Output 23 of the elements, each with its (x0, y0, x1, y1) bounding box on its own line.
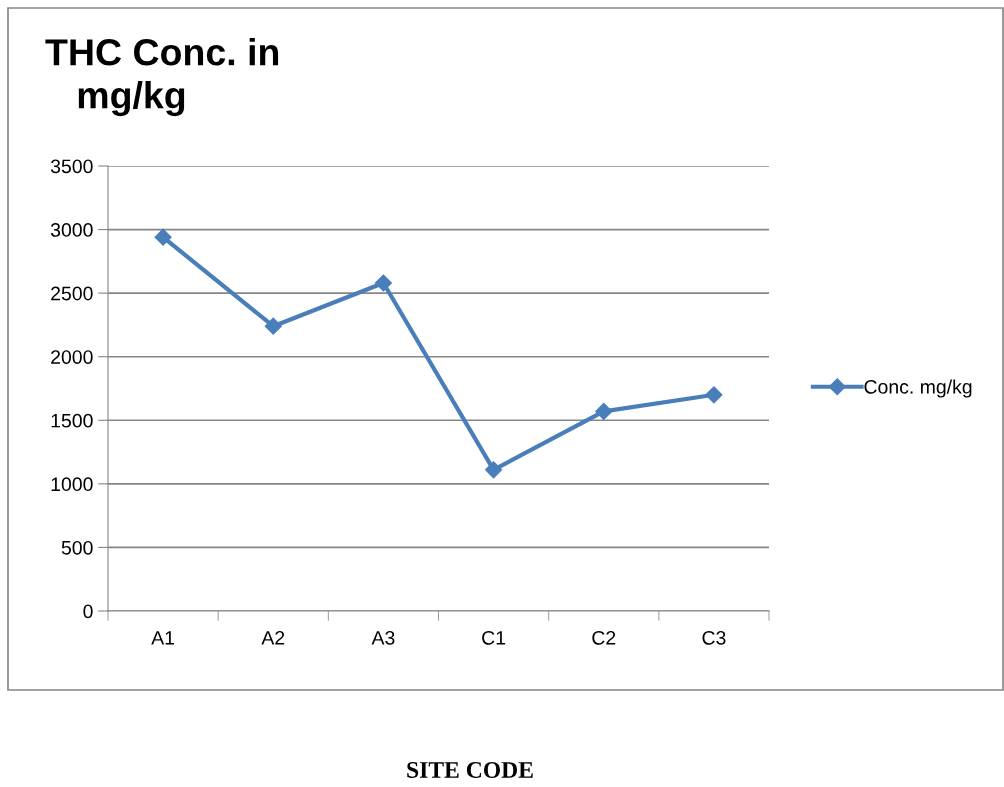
y-tick-label: 2000 (51, 350, 93, 364)
x-tick-label: A2 (261, 630, 285, 645)
point (154, 228, 172, 246)
x-tick-label: C2 (592, 630, 616, 645)
point (374, 274, 392, 292)
point (595, 402, 613, 420)
point (264, 317, 282, 335)
y-tick-label: 3000 (50, 223, 93, 237)
point (705, 386, 723, 404)
point (485, 461, 503, 479)
y-tick-label: 0 (83, 604, 93, 619)
y-tick-label: 2500 (51, 286, 93, 301)
y-tick-label: 3500 (50, 159, 93, 174)
y-tick-label: 1000 (51, 477, 93, 492)
legend-label: Conc. mg/kg (864, 379, 972, 398)
x-tick-label: C1 (482, 630, 506, 645)
x-tick-label: A3 (371, 630, 395, 645)
chart-title: THC Conc. in mg/kg (45, 38, 279, 117)
text: SITE CODE (407, 762, 533, 778)
x-tick-label: A1 (151, 631, 175, 645)
x-tick-label: C3 (702, 630, 726, 645)
y-tick-label: 1500 (51, 413, 93, 428)
y-tick-label: 500 (61, 540, 93, 555)
